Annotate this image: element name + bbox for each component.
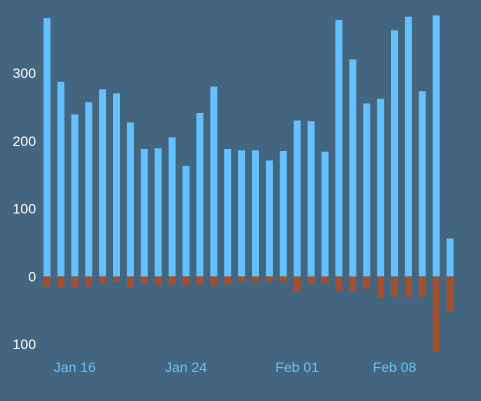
bar-positive-2024-01-27 [224, 149, 232, 277]
y-tick-label: 200 [13, 133, 37, 149]
bar-positive-2024-02-10 [418, 91, 426, 277]
bar-positive-2024-01-22 [154, 148, 162, 277]
bar-negative-2024-02-08 [391, 276, 398, 297]
bar-negative-2024-02-04 [335, 276, 343, 292]
bar-positive-2024-01-17 [85, 102, 93, 277]
bar-negative-2024-02-07 [377, 276, 385, 299]
bar-positive-2024-01-16 [71, 114, 79, 277]
bar-negative-2024-01-20 [126, 276, 134, 288]
bar-negative-2024-02-10 [418, 276, 426, 297]
bar-negative-2024-01-21 [140, 276, 148, 284]
bar-positive-2024-02-03 [321, 151, 329, 277]
y-tick-label: 100 [13, 201, 37, 217]
bar-negative-2024-02-09 [404, 276, 412, 299]
bar-positive-2024-01-31 [279, 151, 287, 277]
bar-negative-2024-01-14 [43, 276, 51, 287]
bar-positive-2024-02-01 [293, 120, 301, 277]
bar-negative-2024-02-03 [321, 276, 329, 284]
bar-negative-2024-02-06 [363, 276, 371, 289]
bar-positive-2024-01-29 [252, 150, 259, 277]
bar-negative-2024-02-02 [307, 276, 315, 284]
bar-positive-2024-01-28 [238, 150, 246, 277]
bar-positive-2024-01-24 [182, 165, 190, 277]
bar-positive-2024-01-25 [196, 113, 204, 277]
bar-positive-2024-01-23 [168, 137, 176, 277]
bar-negative-2024-01-16 [71, 276, 79, 288]
bar-positive-2024-02-11 [432, 15, 440, 277]
bar-negative-2024-01-23 [168, 276, 176, 285]
bar-negative-2024-02-12 [446, 276, 454, 312]
bar-negative-2024-01-29 [252, 276, 259, 282]
bar-negative-2024-02-01 [293, 276, 301, 292]
bar-positive-2024-01-20 [126, 122, 134, 277]
bar-positive-2024-02-04 [335, 20, 343, 277]
bar-positive-2024-01-30 [265, 160, 273, 277]
bar-negative-2024-01-19 [113, 276, 120, 282]
bar-negative-2024-01-18 [99, 276, 107, 284]
bar-negative-2024-01-24 [182, 276, 190, 286]
bar-negative-2024-01-28 [238, 276, 246, 282]
y-tick-label: 0 [28, 268, 36, 284]
bar-negative-2024-02-05 [349, 276, 357, 292]
bar-negative-2024-01-26 [210, 276, 218, 286]
x-tick-label: Feb 08 [373, 359, 417, 375]
bar-positive-2024-01-19 [113, 93, 120, 277]
y-tick-label: 300 [13, 65, 37, 81]
bar-negative-2024-01-27 [224, 276, 232, 285]
bar-positive-2024-02-07 [377, 98, 385, 277]
bar-positive-2024-02-09 [404, 16, 412, 277]
ticks-group: 300 200 100 0 100 Jan 16 Jan 24 Feb 01 Feb 08 [13, 65, 417, 375]
bar-positive-2024-01-15 [57, 81, 65, 277]
bars-group [43, 15, 454, 351]
bar-positive-2024-02-02 [307, 121, 315, 277]
bar-negative-2024-01-31 [279, 276, 287, 282]
bar-positive-2024-02-12 [446, 238, 454, 277]
x-tick-label: Jan 24 [165, 359, 207, 375]
bar-negative-2024-01-15 [57, 276, 65, 288]
bar-positive-2024-01-18 [99, 89, 107, 277]
bar-negative-2024-01-30 [265, 276, 273, 282]
bar-positive-2024-02-05 [349, 59, 357, 277]
y-tick-label: 100 [13, 336, 37, 352]
bar-positive-2024-01-14 [43, 18, 51, 277]
bar-negative-2024-01-17 [85, 276, 93, 287]
x-tick-label: Jan 16 [54, 359, 96, 375]
bar-positive-2024-01-21 [140, 149, 148, 277]
bar-positive-2024-02-06 [363, 103, 371, 277]
bar-positive-2024-01-26 [210, 86, 218, 277]
x-tick-label: Feb 01 [275, 359, 319, 375]
bar-positive-2024-02-08 [391, 30, 398, 277]
bar-negative-2024-01-22 [154, 276, 162, 286]
bar-negative-2024-01-25 [196, 276, 204, 285]
bar-negative-2024-02-11 [432, 276, 440, 351]
